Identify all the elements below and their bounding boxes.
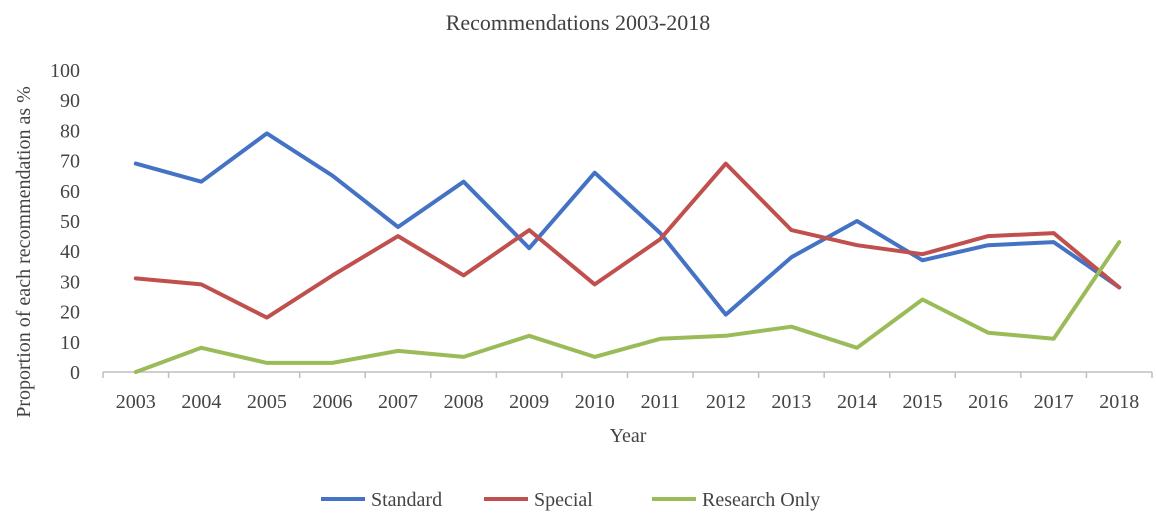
- x-tick-label: 2006: [312, 391, 352, 413]
- y-tick-label: 10: [60, 332, 80, 354]
- y-tick-label: 70: [60, 151, 80, 173]
- x-tick-label: 2011: [641, 391, 680, 413]
- y-tick-label: 60: [60, 181, 80, 203]
- axes: [102, 371, 1153, 378]
- y-tick-labels: 0 10 20 30 40 50 60 70 80 90 100: [50, 60, 80, 384]
- x-tick-label: 2012: [706, 391, 746, 413]
- x-tick-label: 2009: [509, 391, 549, 413]
- x-tick-label: 2016: [968, 391, 1008, 413]
- y-tick-label: 40: [60, 241, 80, 263]
- legend: Standard Special Research Only: [321, 489, 820, 511]
- series-line-research-only: [133, 240, 1122, 374]
- x-tick-label: 2015: [903, 391, 943, 413]
- legend-label-standard: Standard: [371, 489, 442, 511]
- series-lines: [133, 131, 1122, 374]
- legend-label-research-only: Research Only: [702, 489, 820, 511]
- y-tick-label: 80: [60, 120, 80, 142]
- x-tick-label: 2017: [1034, 391, 1074, 413]
- y-tick-label: 100: [50, 60, 80, 82]
- y-tick-label: 90: [60, 90, 80, 112]
- x-tick-label: 2013: [771, 391, 811, 413]
- x-tick-label: 2007: [378, 391, 418, 413]
- y-tick-label: 30: [60, 271, 80, 293]
- x-tick-label: 2005: [247, 391, 287, 413]
- y-tick-label: 0: [70, 362, 80, 384]
- x-tick-labels: 2003 2004 2005 2006 2007 2008 2009 2010 2011 2012…: [116, 391, 1139, 413]
- y-tick-label: 50: [60, 211, 80, 233]
- x-axis-label: Year: [610, 425, 647, 447]
- x-tick-label: 2008: [444, 391, 484, 413]
- x-tick-label: 2018: [1099, 391, 1139, 413]
- legend-label-special: Special: [534, 489, 593, 511]
- x-tick-label: 2010: [575, 391, 615, 413]
- x-tick-label: 2004: [181, 391, 221, 413]
- series-line-standard: [133, 131, 1122, 317]
- chart-title: Recommendations 2003-2018: [446, 10, 711, 35]
- y-axis-label: Proportion of each recommendation as %: [13, 86, 35, 418]
- series-line-special: [133, 161, 1122, 320]
- y-tick-label: 20: [60, 302, 80, 324]
- x-tick-label: 2014: [837, 391, 877, 413]
- x-tick-label: 2003: [116, 391, 156, 413]
